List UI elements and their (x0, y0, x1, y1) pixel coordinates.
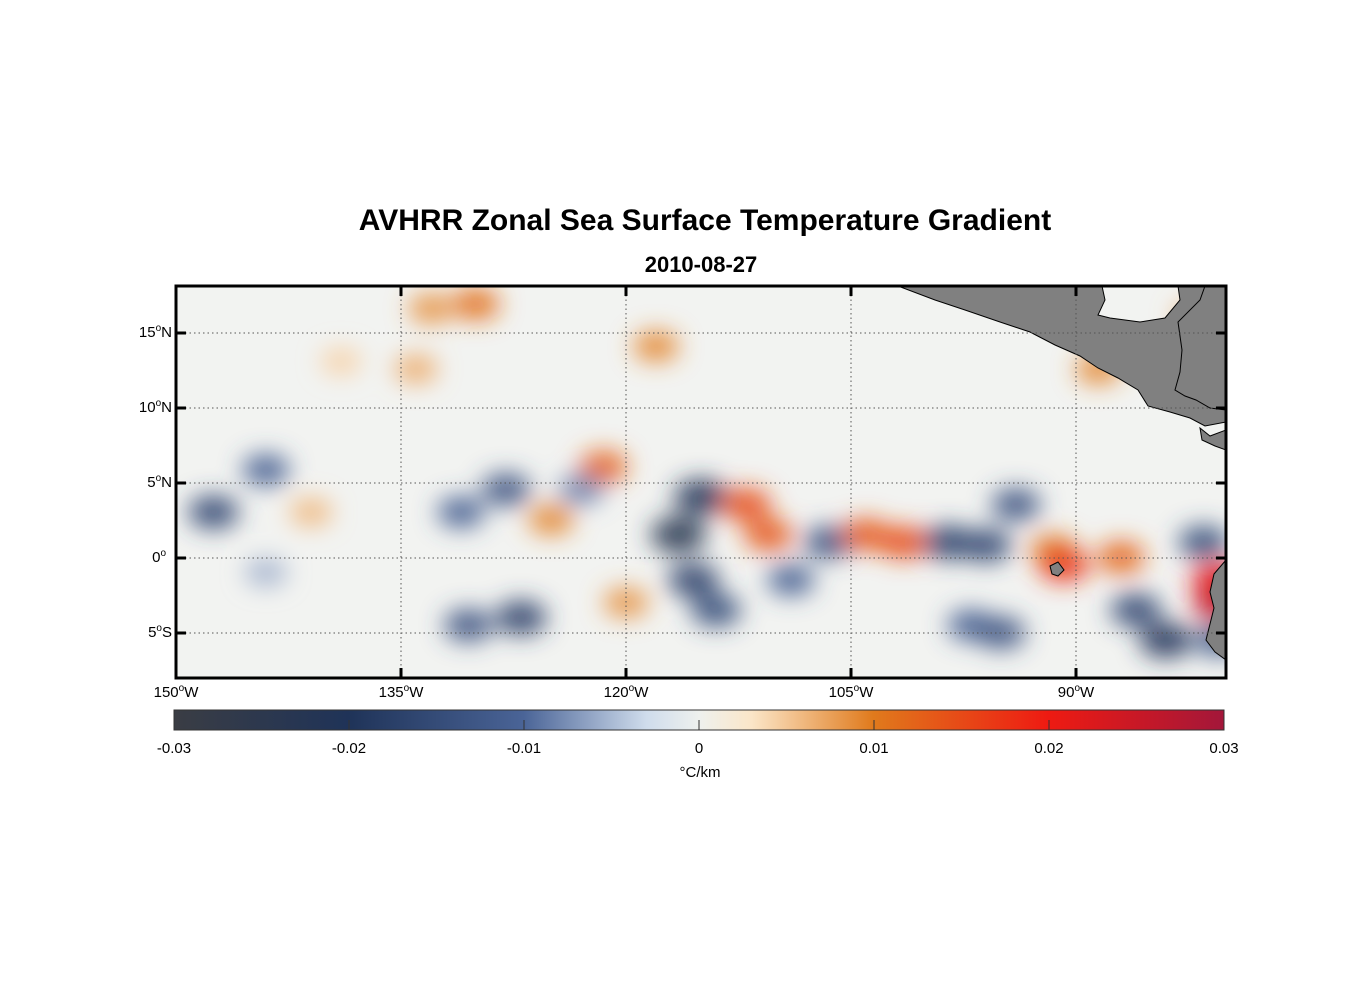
gradient-blob (960, 528, 1012, 563)
gradient-blob (320, 347, 362, 375)
gradient-blob (481, 473, 531, 506)
frame-ticks (176, 286, 1226, 678)
gradient-blob (991, 488, 1041, 521)
gradient-blob (528, 504, 574, 535)
colorbar-label-max: 0.03 (1209, 740, 1239, 757)
gradient-blob (1038, 547, 1090, 582)
gradient-blob (437, 496, 485, 528)
gradient-blob (188, 495, 239, 529)
colorbar-label-6: 0.02 (1034, 740, 1064, 757)
colorbar-unit: °C/km (679, 764, 721, 781)
colorbar-ticks (348, 720, 1050, 730)
central-america-land-south (1174, 286, 1226, 411)
gradient-blob (1110, 593, 1162, 627)
gradient-blob (650, 516, 707, 554)
panama-isthmus (1199, 426, 1226, 451)
colorbar-label-min: -0.03 (156, 740, 192, 757)
lat-label-5n: 5oN (147, 473, 172, 492)
gradient-blob (841, 518, 891, 552)
gradient-blob (444, 608, 493, 642)
gradient-blob (452, 288, 500, 320)
lon-label-150w: 150oW (153, 683, 199, 702)
gradient-blob (878, 525, 929, 559)
gradient-blob (744, 518, 793, 552)
lon-label-135w: 135oW (378, 683, 424, 702)
lat-label-5s: 5oS (148, 623, 172, 642)
colorbar-label-zero: 0 (694, 740, 704, 757)
gradient-blob (289, 498, 333, 527)
south-america-land (1205, 559, 1226, 661)
gradient-blob (1097, 541, 1145, 574)
gradient-blob (804, 526, 853, 559)
central-america-land (897, 286, 1226, 427)
lon-label-120w: 120oW (603, 683, 649, 702)
gradient-blob (408, 293, 454, 324)
lat-label-10n: 10oN (138, 398, 172, 417)
gradient-blob (495, 600, 547, 635)
gradient-blob (674, 479, 728, 515)
gradient-blob (244, 558, 288, 587)
gradient-blob (667, 562, 720, 598)
chart-title: AVHRR Zonal Sea Surface Temperature Grad… (358, 204, 1052, 237)
gradient-blob (1139, 622, 1193, 658)
lat-label-15n: 15oN (138, 323, 172, 342)
gradient-blob (603, 587, 649, 618)
chart-subtitle: 2010-08-27 (644, 252, 758, 277)
gradient-blob (1178, 525, 1226, 559)
gradient-blob (579, 450, 628, 483)
gradient-blob (691, 593, 741, 627)
gradient-blob (767, 564, 815, 596)
lon-label-90w: 90oW (1057, 683, 1095, 702)
colorbar-label-5: 0.01 (859, 740, 889, 757)
gradient-blob (721, 488, 771, 522)
gradient-blob (558, 474, 604, 505)
colorbar-label-3: -0.01 (506, 740, 542, 757)
colorbar-label-2: -0.02 (331, 740, 367, 757)
gradient-blob (242, 454, 290, 486)
gradient-blob (394, 354, 438, 384)
lon-label-105w: 105oW (828, 683, 874, 702)
lat-label-0: 0o (152, 548, 166, 567)
gradient-blob (633, 331, 679, 362)
galapagos-island (1049, 561, 1065, 577)
gradient-blob (922, 525, 975, 560)
